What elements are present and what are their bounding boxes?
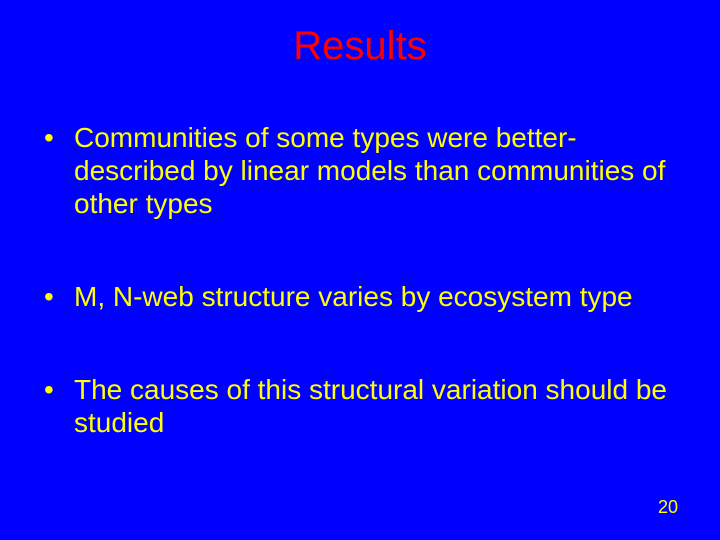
bullet-item: The causes of this structural variation … [44,373,690,439]
bullet-item: Communities of some types were better-de… [44,121,690,220]
page-number: 20 [658,497,678,518]
slide: Results Communities of some types were b… [0,0,720,540]
slide-title: Results [30,24,690,69]
bullet-item: M, N-web structure varies by ecosystem t… [44,280,690,313]
bullet-list: Communities of some types were better-de… [30,121,690,439]
